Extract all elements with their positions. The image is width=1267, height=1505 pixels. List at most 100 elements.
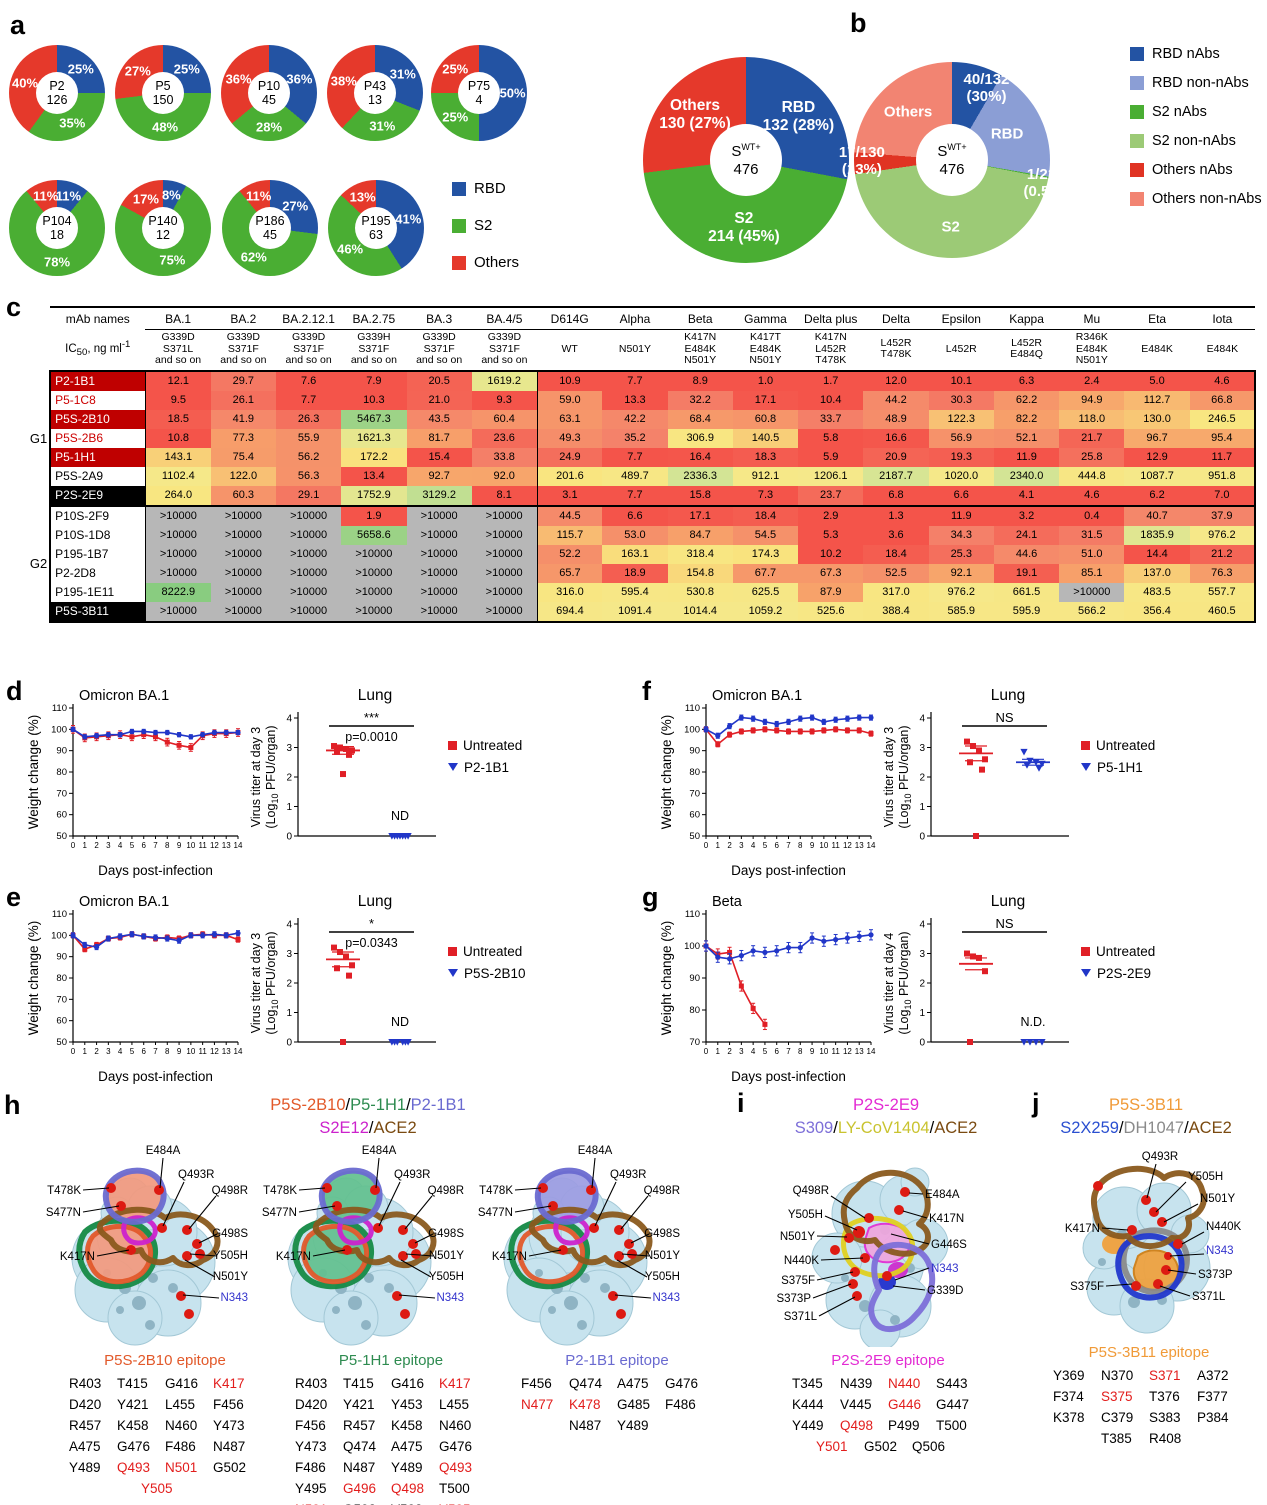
donut-b-nabs: 40/132 (30%) RBD 1/214 (0.5%) S2 17/130 (13%) Ot… — [839, 62, 1068, 258]
svg-text:S477N: S477N — [478, 1207, 513, 1219]
svg-text:Q498R: Q498R — [212, 1185, 248, 1197]
svg-text:4: 4 — [286, 920, 292, 931]
variant-header-Eta: Eta — [1124, 306, 1190, 330]
svg-text:Virus titer at day 4: Virus titer at day 4 — [882, 933, 896, 1034]
pie-id: P75 — [467, 78, 491, 93]
svg-text:10: 10 — [819, 1047, 828, 1056]
svg-text:ND: ND — [391, 1015, 409, 1029]
pie-slice-label: 40% — [12, 75, 39, 91]
mab-name-P10S-2F9: P10S-2F9 — [49, 504, 146, 526]
mutations-Gamma: K417T E484K N501Y — [732, 329, 799, 372]
ic50-value: 1206.1 — [798, 466, 864, 486]
ic50-value: 66.8 — [1189, 390, 1257, 410]
variant-header-BA.3: BA.3 — [406, 306, 472, 330]
svg-text:Q498R: Q498R — [428, 1185, 464, 1197]
panel-i-title-line1: P2S-2E9 — [852, 1096, 920, 1114]
mutations-Mu: R346K E484K N501Y — [1059, 329, 1125, 372]
ic50-value: >10000 — [210, 544, 276, 564]
ic50-value: 356.4 — [1124, 601, 1190, 623]
svg-text:4: 4 — [919, 714, 925, 725]
ic50-value: 11.9 — [993, 447, 1060, 467]
ic50-value: 976.2 — [928, 582, 994, 602]
svg-text:Virus titer at day 3: Virus titer at day 3 — [882, 727, 896, 828]
svg-text:14: 14 — [234, 841, 243, 850]
pie-slice-label: 13% — [349, 189, 376, 205]
ic50-value: >10000 — [471, 544, 538, 564]
svg-text:p=0.0010: p=0.0010 — [345, 730, 398, 744]
ic50-value: 23.6 — [471, 428, 538, 448]
ic50-value: 31.5 — [1059, 525, 1125, 545]
svg-text:2: 2 — [286, 773, 292, 784]
ic50-value: 92.0 — [471, 466, 538, 486]
variant-header-D614G: D614G — [537, 306, 603, 330]
svg-text:Lung: Lung — [358, 893, 392, 910]
pie-P195: 41% 46% 13% P195 63 — [328, 180, 424, 276]
ic50-value: 4.1 — [993, 485, 1060, 506]
svg-text:Y505H: Y505H — [429, 1271, 464, 1283]
panel-a-label: a — [10, 10, 26, 40]
svg-text:Weight change (%): Weight change (%) — [659, 715, 674, 830]
ic50-value: >10000 — [145, 504, 211, 526]
epitope-list-3: P2-1B1 epitope F456 Q474 A475 G476 N477 K478 G4… — [504, 1352, 730, 1436]
ic50-value: >10000 — [471, 563, 538, 583]
svg-text:13: 13 — [222, 841, 231, 850]
svg-text:Lung: Lung — [991, 893, 1025, 910]
svg-text:G498S: G498S — [428, 1228, 464, 1240]
mab-name-P2-1B1: P2-1B1 — [49, 370, 146, 391]
treatment-legend: Untreated P2-1B1 — [448, 738, 522, 782]
ic50-value: 317.0 — [863, 582, 929, 602]
ic50-value: 77.3 — [210, 428, 276, 448]
svg-text:9: 9 — [810, 841, 815, 850]
ic50-value: >10000 — [406, 563, 472, 583]
svg-text:G498S: G498S — [212, 1228, 248, 1240]
svg-text:80: 80 — [56, 767, 67, 778]
ic50-value: 115.7 — [537, 525, 603, 545]
svg-text:S375F: S375F — [781, 1275, 815, 1287]
svg-text:(Log10 PFU/organ): (Log10 PFU/organ) — [897, 725, 913, 828]
legend-item-Untreated: Untreated — [448, 738, 522, 753]
ic50-value: 60.8 — [732, 409, 799, 429]
svg-text:12: 12 — [210, 841, 219, 850]
svg-text:S373P: S373P — [776, 1293, 811, 1305]
svg-text:110: 110 — [52, 909, 67, 920]
legend-label: Untreated — [1096, 944, 1156, 959]
svg-text:3: 3 — [919, 949, 925, 960]
ic50-value: 16.6 — [863, 428, 929, 448]
svg-text:70: 70 — [689, 788, 700, 799]
ic50-value: 56.9 — [928, 428, 994, 448]
pie-P140: 8% 75% 17% P140 12 — [115, 180, 211, 276]
pie-slice-label: 11% — [245, 188, 272, 204]
svg-text:8: 8 — [165, 841, 170, 850]
ic50-value: 12.1 — [145, 370, 211, 391]
svg-text:60: 60 — [56, 810, 67, 821]
epitope-title: P5S-3B11 epitope — [1088, 1344, 1210, 1361]
ic50-value: 20.9 — [863, 447, 929, 467]
svg-text:G446S: G446S — [931, 1239, 967, 1251]
ic50-value: 60.3 — [210, 485, 276, 506]
ic50-value: >10000 — [341, 563, 407, 583]
treatment-legend: Untreated P5S-2B10 — [448, 944, 526, 988]
svg-text:60: 60 — [56, 1016, 67, 1027]
ic50-value: 15.4 — [406, 447, 472, 467]
epitope-row: Y473 Q474 A475 G476 — [295, 1439, 473, 1454]
svg-text:9: 9 — [177, 841, 182, 850]
svg-text:80: 80 — [56, 973, 67, 984]
ic50-value: 62.2 — [993, 390, 1060, 410]
svg-text:ND: ND — [391, 809, 409, 823]
pie-P104: 11% 78% 11% P104 18 — [9, 180, 105, 276]
pie-center: P75 4 — [458, 72, 500, 114]
panel-j-title-line2: S2X259/DH1047/ACE2 — [1060, 1119, 1232, 1137]
svg-text:10: 10 — [186, 1047, 195, 1056]
pie-slice-label: 36% — [286, 71, 313, 87]
ic50-value: 489.7 — [602, 466, 668, 486]
ic50-value: 7.0 — [1189, 485, 1257, 506]
pie-slice-label: Others 130 (27%) — [659, 97, 731, 133]
variant-header-Beta: Beta — [667, 306, 733, 330]
svg-text:Lung: Lung — [358, 687, 392, 704]
svg-text:7: 7 — [786, 1047, 791, 1056]
ic50-value: >10000 — [145, 563, 211, 583]
legend-label: S2 — [474, 217, 493, 234]
svg-text:60: 60 — [689, 810, 700, 821]
svg-text:9: 9 — [177, 1047, 182, 1056]
